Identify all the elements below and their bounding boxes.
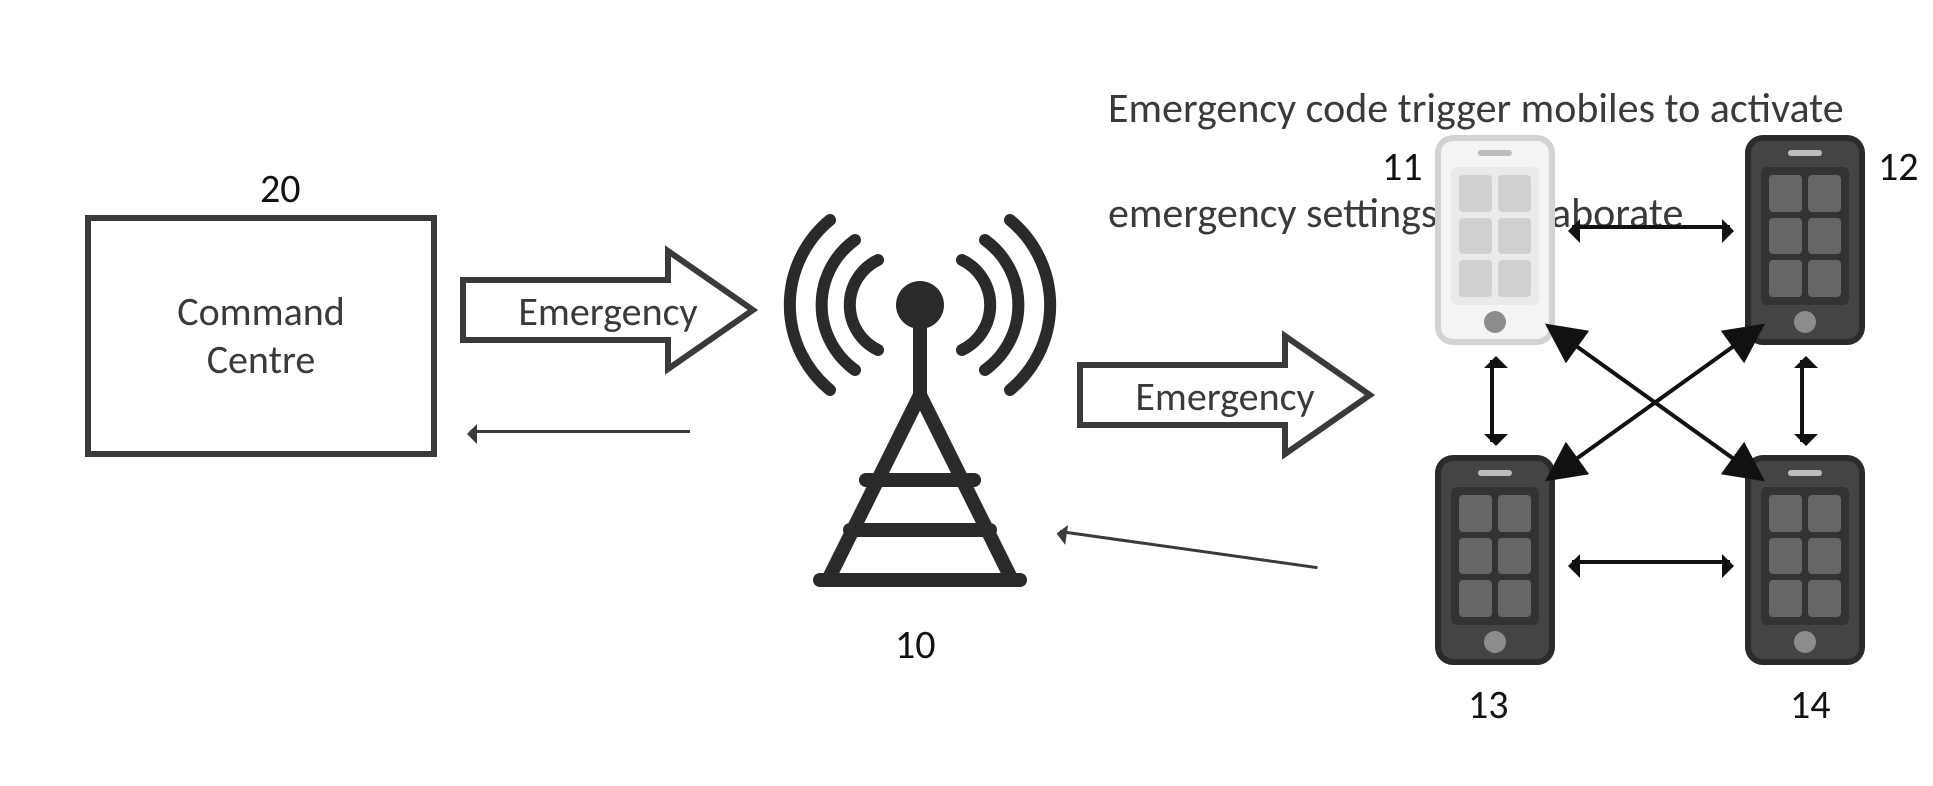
phone-11 [1435,135,1555,345]
caption-line2: emergency settings to collaborate [1108,188,1683,239]
cell-tower-icon [770,160,1070,595]
return-arrow-1 [470,430,690,433]
phone-12 [1745,135,1865,345]
phone-11-num: 11 [1382,142,1423,191]
phone-earpiece-icon [1788,150,1822,156]
command-centre-num: 20 [260,164,301,213]
command-centre-label-l2: Centre [207,335,316,384]
phone-home-icon [1794,631,1816,653]
mesh-diagonals [1540,315,1770,490]
phone-earpiece-icon [1788,470,1822,476]
phone-earpiece-icon [1478,470,1512,476]
phone-14-num: 14 [1790,680,1831,729]
mesh-edge-left [1490,360,1494,442]
phone-screen-icon [1761,487,1849,625]
phone-13 [1435,455,1555,665]
phone-home-icon [1484,311,1506,333]
command-centre-box: Command Centre [85,215,437,457]
mesh-edge-top [1572,225,1730,229]
return-arrow-2 [1060,530,1318,569]
phone-earpiece-icon [1478,150,1512,156]
mesh-edge-right [1800,360,1804,442]
emergency-arrow-1: Emergency [458,245,758,375]
diagram-canvas: Emergency code trigger mobiles to activa… [0,0,1933,786]
emergency-arrow-2-label: Emergency [1075,372,1375,421]
phone-13-num: 13 [1468,680,1509,729]
mesh-edge-bottom [1572,560,1730,564]
caption-line1: Emergency code trigger mobiles to activa… [1108,83,1844,134]
emergency-arrow-1-label: Emergency [458,287,758,336]
command-centre-label-l1: Command [177,287,345,336]
tower-num: 10 [895,620,936,669]
phone-12-num: 12 [1878,142,1919,191]
phone-home-icon [1794,311,1816,333]
emergency-arrow-2: Emergency [1075,330,1375,460]
phone-screen-icon [1451,167,1539,305]
phone-screen-icon [1451,487,1539,625]
command-centre-label: Command Centre [177,288,345,384]
phone-home-icon [1484,631,1506,653]
phone-screen-icon [1761,167,1849,305]
